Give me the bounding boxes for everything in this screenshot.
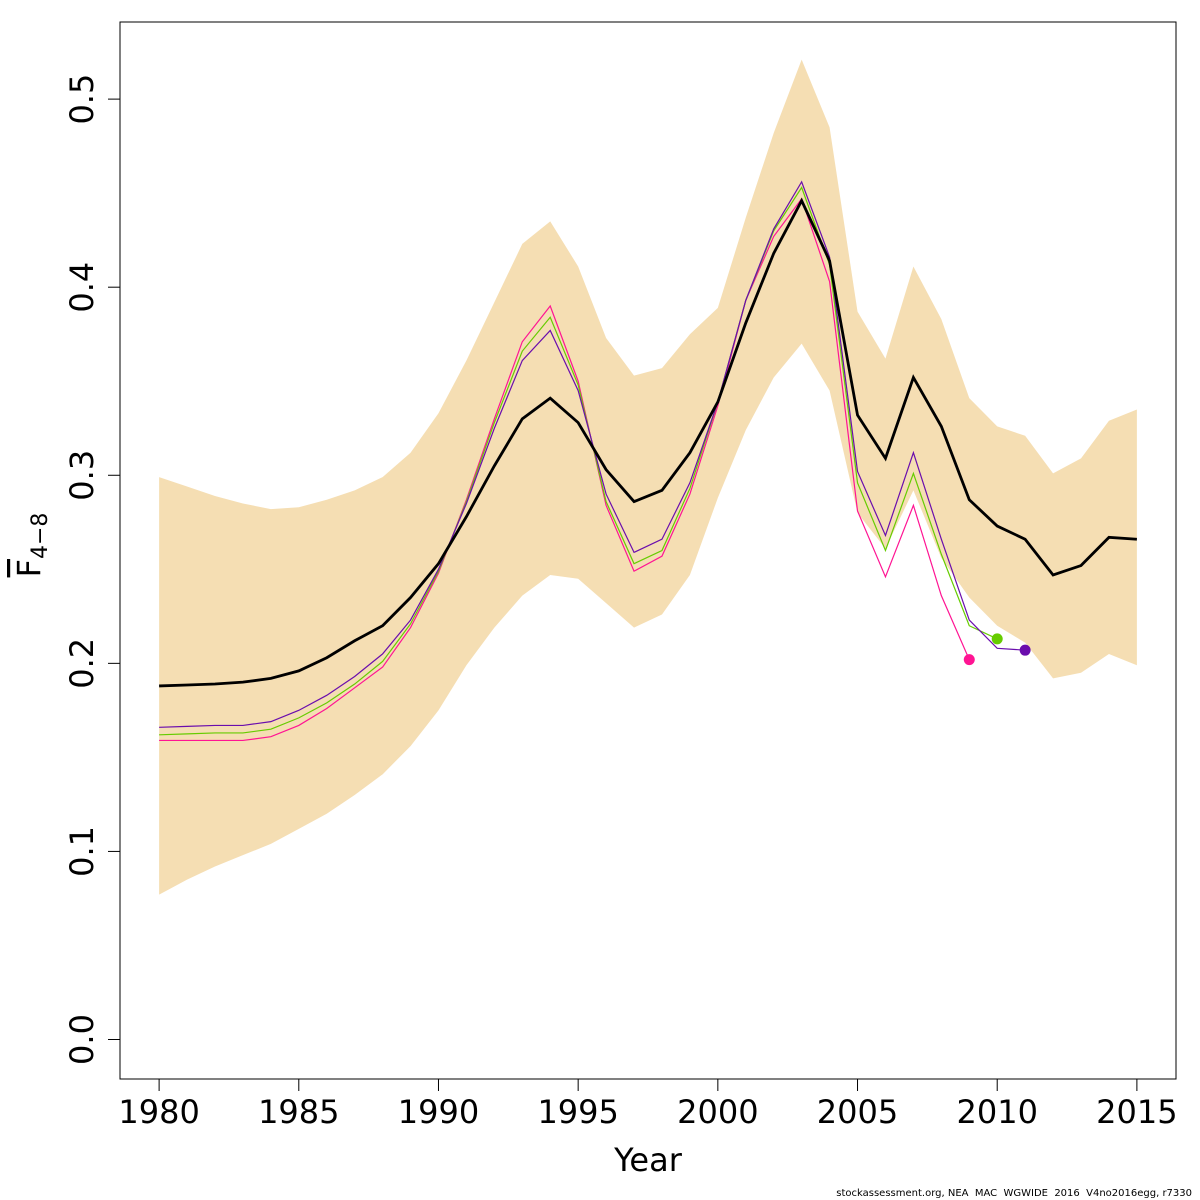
x-tick-label: 1985 (258, 1093, 339, 1131)
series-endpoint-retro-2009 (963, 654, 975, 666)
x-tick-label: 1995 (537, 1093, 618, 1131)
series-line-retro-2009 (159, 197, 970, 742)
y-tick-label: 0.5 (63, 74, 101, 125)
y-axis-label-sub: 4−8 (28, 513, 53, 559)
series-endpoint-retro-2010 (991, 633, 1003, 645)
confidence-band (159, 59, 1137, 895)
confidence-band-layer (159, 59, 1137, 895)
y-tick-label: 0.0 (63, 1014, 101, 1065)
y-tick-label: 0.4 (63, 262, 101, 313)
x-axis: 1980 1985 1990 1995 2000 2005 2010 2015 (118, 1078, 1178, 1131)
y-tick-label: 0.3 (63, 450, 101, 501)
x-tick-label: 1990 (398, 1093, 479, 1131)
y-axis: 0.0 0.1 0.2 0.3 0.4 0.5 (63, 74, 121, 1065)
y-axis-label-main: F (10, 559, 48, 577)
x-tick-label: 2010 (956, 1093, 1037, 1131)
y-axis-label: F4−8 (10, 513, 53, 578)
x-tick-label: 2015 (1096, 1093, 1177, 1131)
series-layer (159, 180, 1137, 742)
series-line-retro-2010 (159, 186, 998, 736)
y-tick-label: 0.2 (63, 638, 101, 689)
footer-credit: stockassessment.org, NEA MAC WGWIDE 2016… (836, 1188, 1192, 1199)
series-endpoint-retro-2011 (1019, 644, 1031, 656)
svg-text:F4−8: F4−8 (10, 513, 53, 578)
x-axis-label: Year (613, 1141, 683, 1179)
x-tick-label: 1980 (118, 1093, 199, 1131)
y-tick-label: 0.1 (63, 826, 101, 877)
series-line-retro-2011 (159, 180, 1026, 728)
x-tick-label: 2000 (677, 1093, 758, 1131)
x-tick-label: 2005 (817, 1093, 898, 1131)
series-line-2015-assessment (159, 197, 1137, 688)
